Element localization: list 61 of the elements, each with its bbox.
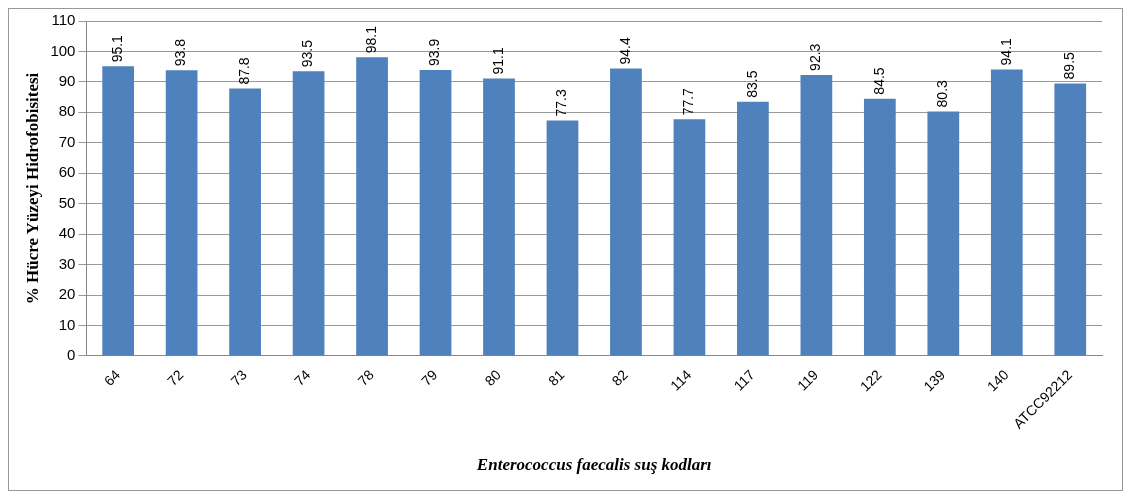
data-label: 93.8 (172, 38, 189, 67)
data-label: 77.7 (680, 87, 697, 116)
bar (229, 88, 261, 356)
y-tick-label: 20 (58, 285, 76, 303)
y-tick-label: 60 (58, 163, 76, 181)
x-tick-label: 81 (545, 366, 568, 389)
bar (483, 78, 515, 356)
y-tick-label: 90 (58, 72, 76, 90)
x-tick-label: 114 (667, 366, 695, 394)
x-tick-label: 73 (227, 366, 251, 389)
x-tick-label: 140 (983, 366, 1012, 395)
y-axis-title: % Hücre Yüzeyi Hidrofobisitesi (22, 72, 42, 305)
x-tick-label: 74 (291, 366, 314, 389)
data-label: 83.5 (743, 70, 760, 98)
x-tick-label: 117 (730, 366, 758, 394)
bar (673, 119, 706, 356)
data-label: 91.1 (489, 47, 506, 75)
y-tick-label: 80 (58, 102, 76, 120)
bar (610, 68, 642, 356)
data-label: 77.3 (553, 89, 570, 117)
data-label: 93.9 (426, 38, 443, 67)
bar (1054, 83, 1087, 356)
x-tick-label: 82 (608, 366, 631, 389)
y-tick-label: 30 (58, 254, 76, 272)
data-label: 80.3 (934, 79, 951, 108)
data-label: 98.1 (362, 25, 379, 54)
x-axis-title: Enterococcus faecalis suş kodları (475, 455, 712, 475)
x-tick-label: 80 (481, 366, 504, 389)
data-label: 92.3 (807, 43, 824, 71)
data-label: 89.5 (1061, 51, 1078, 80)
data-label: 93.5 (299, 39, 316, 68)
bar (102, 66, 135, 356)
data-label: 94.4 (616, 37, 633, 65)
bar (927, 111, 960, 356)
y-tick-label: 0 (67, 346, 76, 364)
y-tick-label: 40 (58, 224, 76, 242)
x-tick-label: 79 (418, 366, 441, 389)
y-tick-label: 100 (50, 41, 76, 59)
bar (419, 70, 452, 356)
x-tick-label: 122 (856, 366, 885, 395)
data-label: 95.1 (109, 34, 126, 63)
bar (356, 57, 388, 356)
data-label: 94.1 (997, 37, 1014, 66)
bar (990, 69, 1023, 356)
x-tick-label: 64 (100, 366, 124, 389)
x-tick-label: 119 (794, 366, 822, 394)
y-tick-label: 110 (51, 11, 76, 29)
y-tick-label: 70 (58, 132, 76, 150)
x-tick-label: 139 (920, 366, 949, 395)
x-tick-label: 78 (354, 366, 378, 389)
data-label: 84.5 (870, 67, 887, 95)
bar (800, 74, 833, 356)
x-tick-label: 72 (164, 366, 187, 389)
y-tick-label: 10 (58, 315, 76, 333)
bar (737, 101, 769, 356)
y-tick-label: 50 (58, 193, 76, 211)
bar (863, 98, 896, 356)
data-label: 87.8 (235, 57, 252, 85)
bar (292, 71, 325, 356)
bar (165, 70, 198, 356)
bar (546, 120, 579, 356)
